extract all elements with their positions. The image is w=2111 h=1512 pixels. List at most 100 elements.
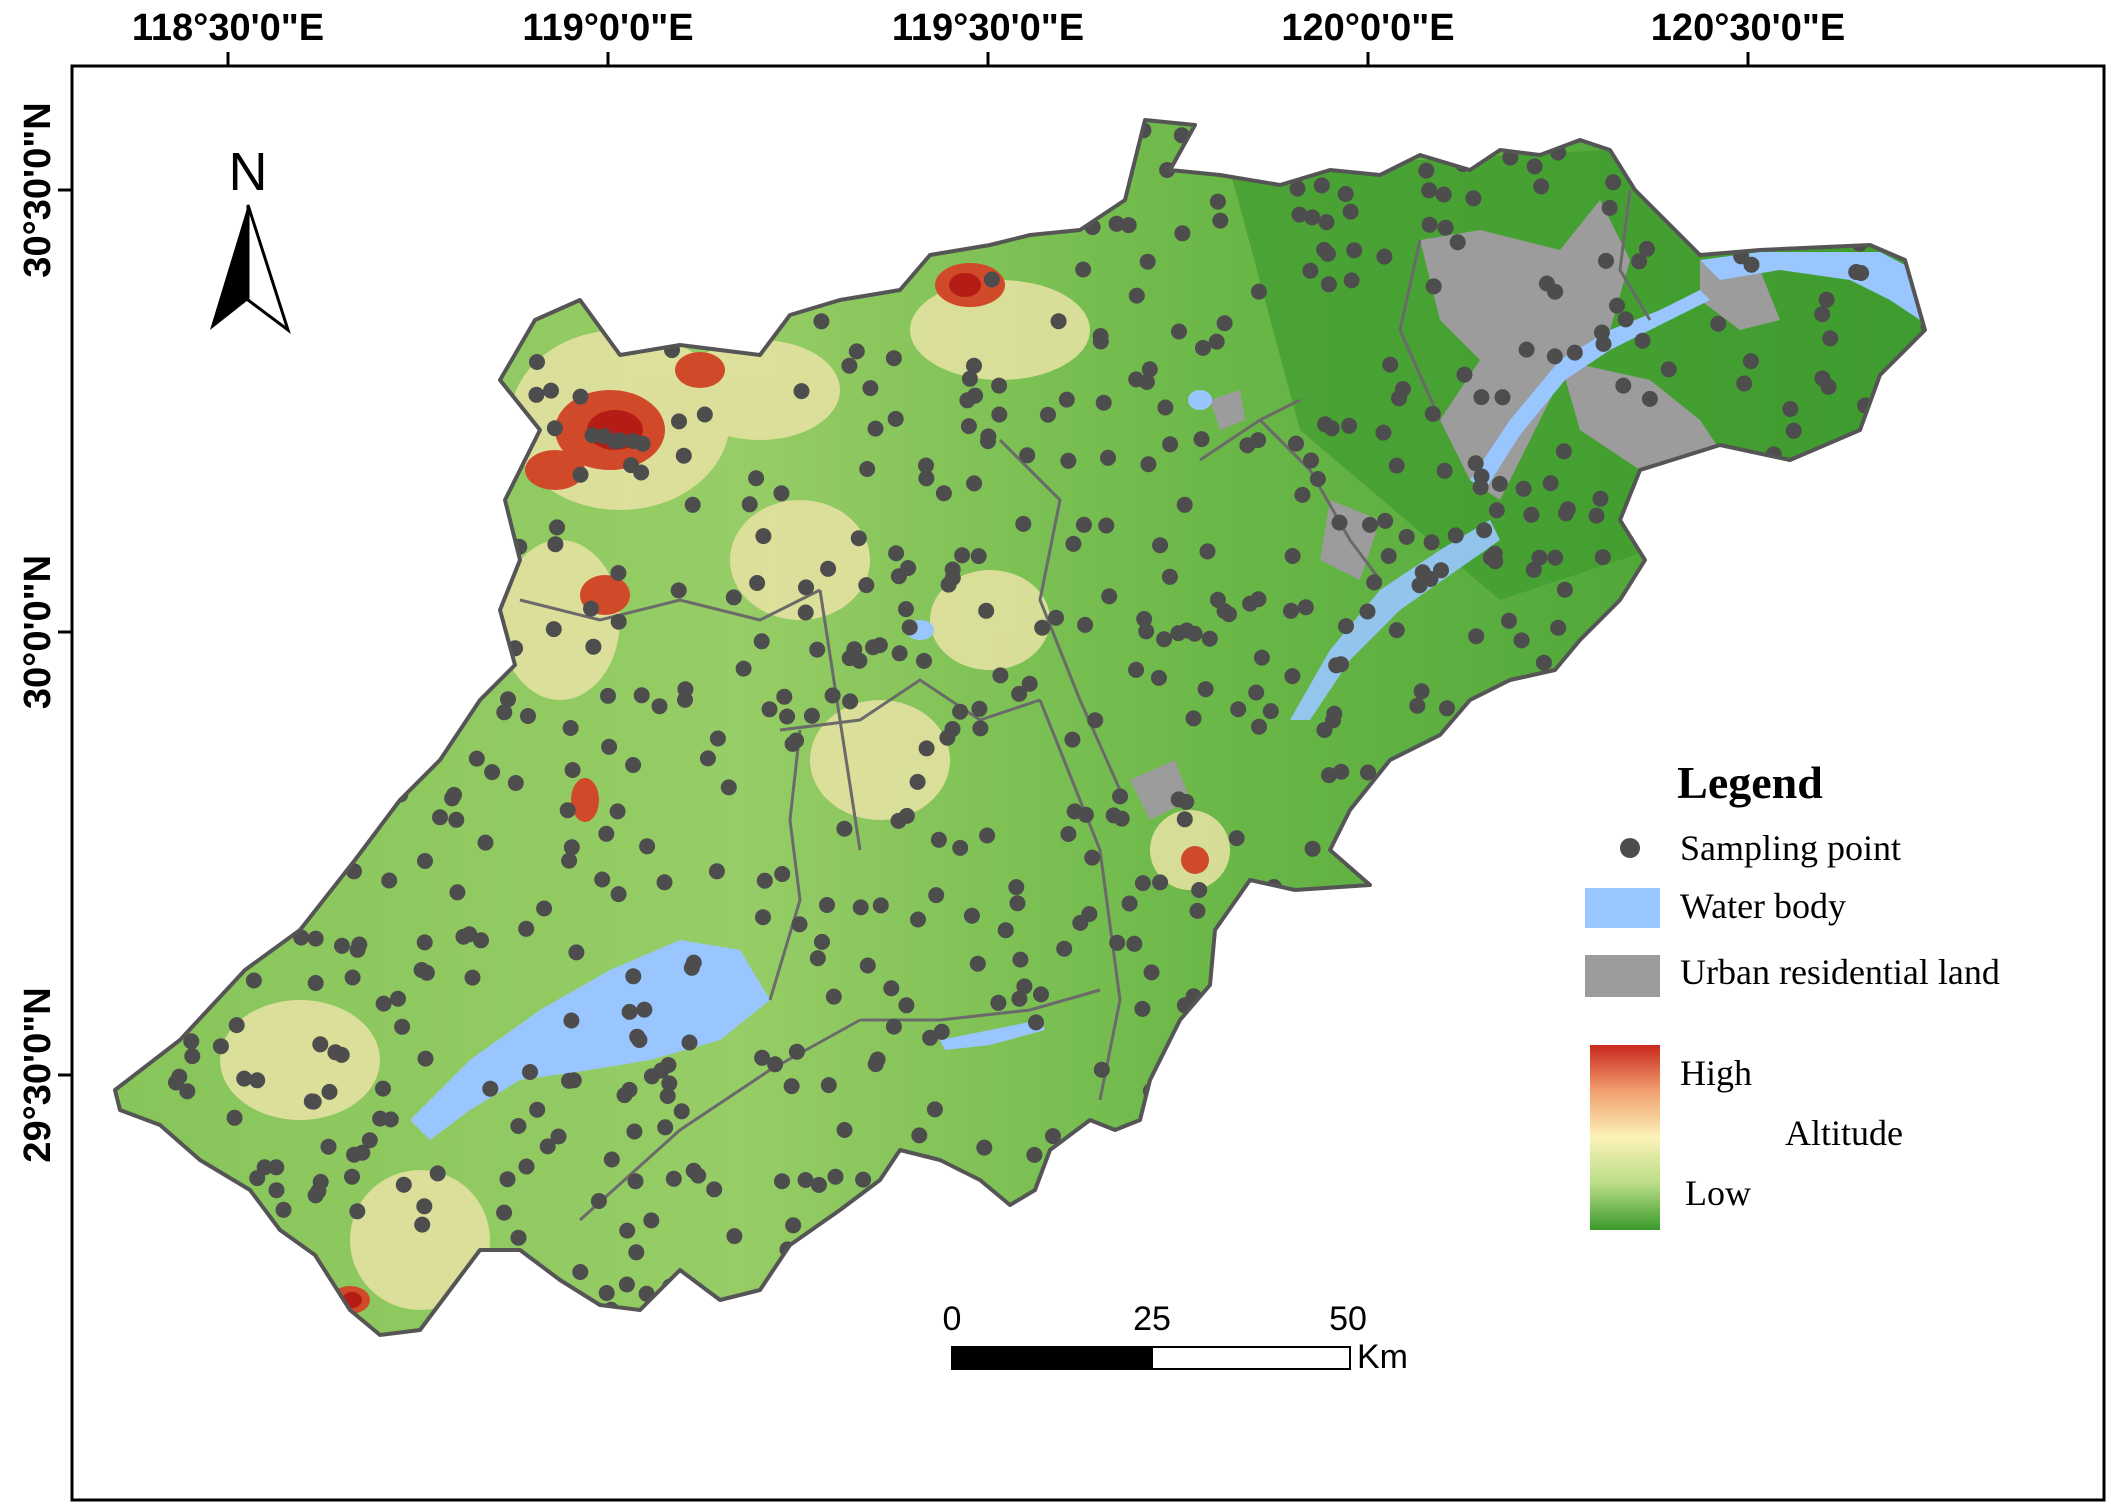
sampling-point — [178, 339, 195, 356]
sampling-point — [1178, 1169, 1195, 1186]
sampling-point — [1388, 1003, 1405, 1020]
sampling-point — [236, 1070, 253, 1087]
sampling-point — [916, 1202, 933, 1218]
sampling-point — [1050, 313, 1067, 330]
sampling-point — [809, 950, 826, 967]
sampling-point — [983, 271, 1000, 288]
sampling-point — [661, 120, 678, 135]
sampling-point — [205, 193, 222, 210]
sampling-point — [1548, 1339, 1564, 1355]
sampling-point — [1739, 212, 1756, 229]
sampling-point — [407, 1336, 423, 1352]
sampling-point — [1705, 173, 1722, 190]
sampling-point — [1518, 341, 1535, 358]
sampling-point — [584, 427, 601, 444]
sampling-point — [810, 1176, 827, 1193]
sampling-point — [275, 1201, 292, 1218]
sampling-point — [1426, 758, 1442, 775]
sampling-point — [1077, 1153, 1094, 1170]
sampling-point — [883, 980, 900, 997]
sampling-point — [1284, 668, 1301, 685]
sampling-point — [1790, 463, 1807, 480]
sampling-point — [1178, 793, 1195, 810]
sampling-point — [249, 346, 266, 363]
sampling-point — [1785, 126, 1802, 143]
sampling-point — [1178, 1295, 1195, 1312]
sampling-point — [1588, 507, 1605, 524]
sampling-point — [213, 906, 230, 923]
sampling-point — [1758, 497, 1775, 514]
sampling-point — [1859, 1250, 1876, 1267]
sampling-point — [1414, 916, 1430, 933]
sampling-point — [482, 1303, 499, 1320]
sampling-point — [959, 392, 976, 409]
sampling-point — [779, 708, 796, 725]
sampling-point — [518, 920, 535, 937]
sampling-point — [1719, 925, 1736, 942]
sampling-point — [287, 1318, 304, 1335]
sampling-point — [784, 735, 801, 752]
sampling-point — [1287, 939, 1304, 956]
sampling-point — [1066, 803, 1083, 820]
sampling-point — [1422, 571, 1439, 587]
sampling-point — [1450, 931, 1467, 948]
sampling-point — [1075, 261, 1092, 278]
sampling-point — [901, 619, 918, 636]
sampling-point — [568, 944, 585, 961]
lon-label-2: 119°0'0"E — [522, 7, 693, 49]
sampling-point — [280, 452, 297, 469]
sampling-point — [563, 839, 580, 856]
sampling-point — [460, 483, 476, 499]
sampling-point — [1092, 1164, 1108, 1181]
sampling-point — [1216, 603, 1233, 620]
sampling-point — [809, 641, 826, 658]
sampling-point — [1863, 1015, 1880, 1032]
sampling-point — [1913, 718, 1925, 735]
sampling-point — [636, 1001, 653, 1018]
sampling-point — [164, 1239, 181, 1256]
sampling-point — [1912, 1108, 1925, 1125]
sampling-point — [1842, 529, 1859, 546]
sampling-point — [1032, 1315, 1049, 1332]
sampling-point — [827, 1168, 844, 1185]
sampling-point — [633, 687, 650, 704]
sampling-point — [1492, 1148, 1509, 1165]
sampling-point — [1092, 333, 1109, 350]
sampling-point — [179, 608, 196, 625]
sampling-point — [696, 406, 713, 423]
sampling-point — [770, 162, 787, 179]
sampling-point — [1630, 1319, 1647, 1335]
sampling-point — [227, 475, 244, 492]
sampling-point — [1547, 283, 1564, 300]
sampling-point — [1568, 707, 1585, 724]
sampling-point — [1012, 951, 1029, 968]
sampling-point — [496, 1204, 513, 1221]
sampling-point — [1723, 1339, 1739, 1355]
sampling-point — [1807, 1053, 1824, 1070]
sampling-point — [1375, 133, 1392, 149]
sampling-point — [1526, 158, 1543, 175]
sampling-point — [1262, 703, 1279, 720]
sampling-point — [1083, 1300, 1099, 1317]
sampling-point — [621, 1003, 638, 1020]
sampling-point — [418, 140, 434, 157]
sampling-point — [939, 198, 956, 215]
sampling-point — [1457, 1200, 1473, 1217]
sampling-point — [440, 247, 457, 264]
sampling-point — [791, 1267, 808, 1284]
sampling-point — [1556, 961, 1573, 978]
sampling-point — [117, 796, 134, 813]
sampling-point — [1595, 335, 1612, 352]
sampling-point — [1150, 669, 1167, 686]
sampling-point — [872, 897, 889, 914]
sampling-point — [749, 1321, 766, 1335]
sampling-point — [303, 1093, 320, 1110]
sampling-point — [151, 854, 168, 871]
scale-segment-1 — [951, 1346, 1153, 1370]
sampling-point — [1866, 994, 1883, 1011]
sampling-point — [235, 308, 252, 325]
sampling-point — [1375, 424, 1392, 441]
sampling-point — [1109, 144, 1126, 160]
sampling-point — [1877, 151, 1894, 168]
sampling-point — [1468, 628, 1485, 645]
